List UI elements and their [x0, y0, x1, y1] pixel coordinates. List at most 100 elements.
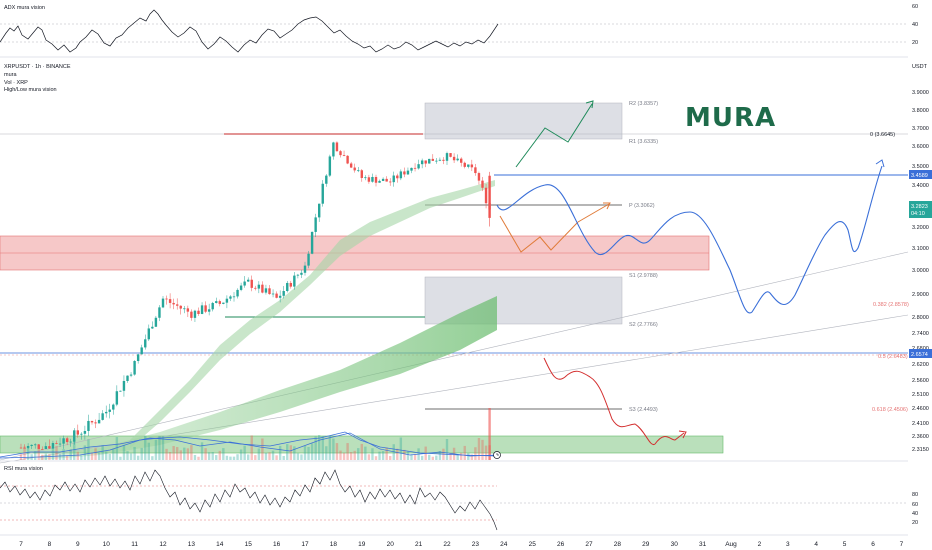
volume-bar [484, 445, 488, 460]
volume-bar [328, 435, 332, 460]
label-s3: S3 (2.4493) [629, 407, 658, 413]
candle-body [261, 284, 264, 293]
price-tick: 3.0000 [912, 268, 929, 274]
rsi-line [0, 469, 498, 531]
level-price-tag[interactable]: 3.4589 [909, 170, 932, 179]
volume-bar [250, 435, 253, 460]
time-tick: 11 [131, 541, 138, 548]
adx-title: ADX mura vision [4, 5, 45, 11]
candle-body [367, 177, 371, 182]
candle-body [236, 289, 239, 297]
candle-body [318, 203, 321, 218]
candle-body [179, 305, 182, 309]
volume-bar [129, 453, 133, 460]
volume-bar [94, 448, 97, 460]
volume-bar [168, 452, 172, 460]
clock-icon[interactable] [493, 451, 501, 459]
candle-body [477, 173, 481, 181]
current-price-tag[interactable]: 3.2823 04:10 [909, 201, 932, 218]
volume-bar [470, 454, 474, 460]
volume-bar [97, 452, 101, 460]
projection-main-arrowhead [875, 159, 885, 168]
candle-body [69, 441, 72, 443]
projection-bullish-arrowhead [585, 100, 594, 109]
volume-bar [197, 456, 200, 460]
candle-body [456, 158, 459, 161]
indicator-mura[interactable]: mura [4, 72, 17, 78]
volume-bar [488, 408, 491, 460]
volume-bar [399, 437, 403, 460]
volume-bar [463, 445, 466, 460]
price-tick: 2.5600 [912, 378, 929, 384]
candle-body [119, 390, 122, 392]
candle-body [133, 360, 136, 375]
rsi-tick-80: 80 [912, 492, 918, 498]
volume-bar [325, 446, 328, 460]
rsi-panel: RSI mura vision 80 60 40 20 [0, 460, 918, 531]
time-tick: 23 [472, 541, 480, 548]
volume-bar [161, 436, 165, 460]
volume-bar [346, 443, 349, 460]
volume-bar [140, 447, 143, 460]
volume-bar [467, 453, 470, 460]
label-s1: S1 (2.9788) [629, 273, 658, 279]
time-tick: 8 [48, 541, 52, 548]
volume-bar [286, 444, 289, 460]
candle-body [101, 413, 104, 420]
indicator-volume[interactable]: Vol · XRP [4, 80, 28, 86]
volume-bar [357, 448, 360, 460]
candle-body [218, 301, 221, 304]
candle-body [232, 296, 236, 298]
candle-body [94, 422, 97, 424]
volume-bar [481, 439, 484, 460]
time-axis[interactable]: 7 8 9 10 11 12 13 14 15 16 17 18 19 20 21 22 23 24 25 26 27 2… [19, 541, 903, 548]
candle-body [83, 430, 87, 434]
candle-body [183, 308, 186, 310]
candle-body [48, 446, 51, 449]
candle-body [197, 310, 200, 314]
candle-body [151, 326, 154, 329]
volume-bar [247, 454, 250, 460]
volume-bar [335, 443, 339, 460]
volume-bar [339, 450, 342, 460]
low-price-tag[interactable]: 2.6574 [909, 349, 932, 358]
candle-body [413, 167, 417, 169]
adx-tick-60: 60 [912, 4, 918, 10]
volume-bar [190, 445, 193, 460]
candle-body [296, 274, 300, 276]
candle-body [381, 178, 385, 181]
volume-bar [218, 450, 221, 460]
candle-body [129, 374, 133, 376]
candle-body [371, 176, 374, 182]
volume-bar [112, 448, 115, 460]
projection-bearish-arrowhead [678, 430, 687, 439]
volume-bar [87, 439, 90, 460]
volume-bar [332, 438, 335, 460]
candle-body [243, 281, 246, 286]
indicator-highlow[interactable]: High/Low mura vision [4, 87, 57, 93]
price-tick: 2.4100 [912, 421, 929, 427]
time-tick: 25 [529, 541, 537, 548]
volume-bar [55, 445, 58, 460]
candle-body [147, 328, 150, 340]
candle-body [207, 309, 211, 312]
candle-body [481, 180, 484, 188]
projection-main [496, 165, 883, 314]
candle-body [286, 282, 289, 292]
level-tag-text: 3.4589 [911, 173, 928, 179]
label-fib382: 0.382 (2.8578) [873, 302, 909, 308]
volume-bar [367, 454, 371, 460]
candle-body [247, 279, 250, 282]
candle-body [360, 170, 363, 178]
volume-bar [115, 437, 119, 460]
candle-body [378, 180, 381, 183]
candle-body [76, 430, 79, 435]
candle-body [289, 282, 292, 287]
volume-bar [200, 442, 204, 460]
adx-tick-40: 40 [912, 22, 918, 28]
volume-bar [211, 451, 214, 460]
candle-body [190, 311, 193, 318]
candle-body [239, 285, 243, 290]
volume-bar [158, 436, 161, 460]
